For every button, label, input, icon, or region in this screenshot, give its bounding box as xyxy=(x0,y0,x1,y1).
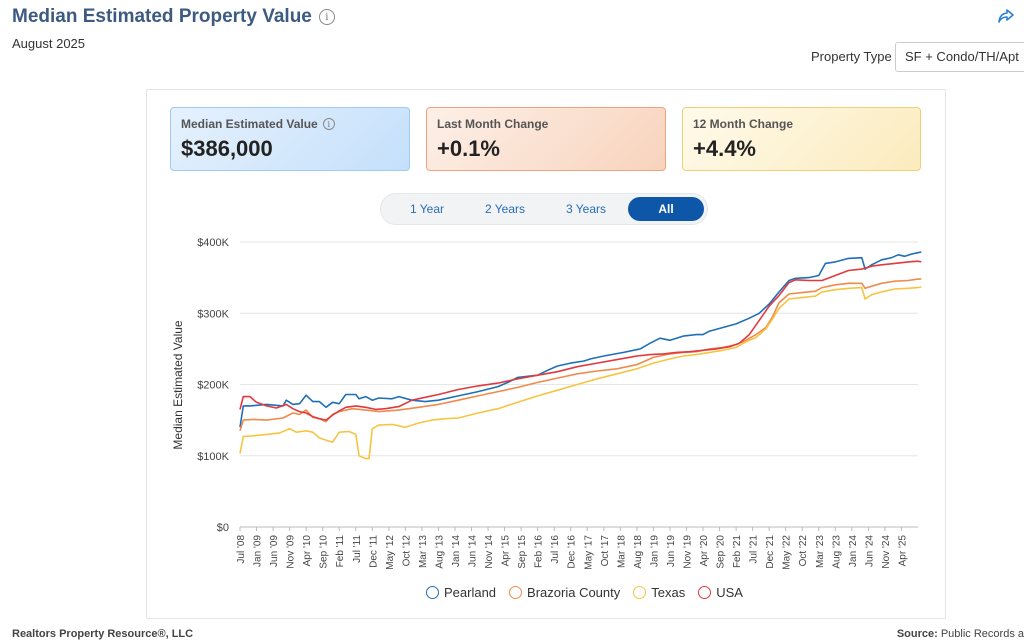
x-tick-label: Aug '23 xyxy=(831,535,842,569)
time-range-selector: 1 Year 2 Years 3 Years All xyxy=(380,193,708,225)
share-icon[interactable] xyxy=(996,6,1016,26)
x-tick-label: Jan '19 xyxy=(649,535,660,567)
x-tick-label: Apr '15 xyxy=(501,535,512,567)
y-axis-label: Median Estimated Value xyxy=(171,320,185,450)
y-tick-label: $0 xyxy=(217,522,229,534)
median-value-card: Median Estimated Value i $386,000 xyxy=(170,107,410,171)
legend-label-brazoria-county: Brazoria County xyxy=(527,585,621,600)
x-tick-label: Sep '10 xyxy=(319,535,330,569)
x-tick-label: Dec '11 xyxy=(368,535,379,568)
last-month-change-value: +0.1% xyxy=(437,136,500,161)
x-tick-label: Feb '21 xyxy=(732,535,743,568)
series-line-pearland xyxy=(239,251,922,428)
series-line-texas xyxy=(239,286,922,460)
page-title: Median Estimated Property Value i xyxy=(12,6,335,28)
x-tick-label: Oct '12 xyxy=(401,535,412,567)
x-tick-label: Jun '14 xyxy=(468,535,479,567)
legend-marker-usa xyxy=(698,586,712,599)
x-tick-label: May '12 xyxy=(385,535,396,570)
legend-item-pearland[interactable]: Pearland xyxy=(426,585,496,600)
property-type-select[interactable]: SF + Condo/TH/Apt xyxy=(895,42,1024,72)
x-tick-label: Mar '18 xyxy=(616,535,627,568)
x-tick-label: Aug '13 xyxy=(434,535,445,569)
y-tick-label: $100K xyxy=(197,451,229,463)
x-tick-label: Apr '20 xyxy=(699,535,710,567)
legend-label-pearland: Pearland xyxy=(444,585,497,600)
x-tick-label: Jan '14 xyxy=(451,535,462,567)
x-tick-label: May '17 xyxy=(583,535,594,570)
median-value-label: Median Estimated Value xyxy=(181,117,318,131)
x-tick-label: Nov '19 xyxy=(682,535,693,569)
legend-label-usa: USA xyxy=(716,585,743,600)
range-button-3-years[interactable]: 3 Years xyxy=(565,202,607,216)
x-tick-label: Oct '22 xyxy=(798,535,809,567)
last-month-change-label: Last Month Change xyxy=(437,117,549,131)
y-tick-label: $300K xyxy=(197,308,229,320)
footer-source-label: Source: xyxy=(896,628,938,640)
x-tick-label: Jan '09 xyxy=(253,535,264,567)
last-month-change-card: Last Month Change +0.1% xyxy=(426,107,666,171)
info-icon[interactable]: i xyxy=(322,118,335,130)
x-tick-label: Jan '24 xyxy=(848,535,859,567)
property-type-label: Property Type xyxy=(811,49,892,64)
range-button-all[interactable]: All xyxy=(628,197,704,221)
x-tick-label: Mar '13 xyxy=(418,535,429,568)
twelve-month-change-value: +4.4% xyxy=(693,136,756,161)
x-tick-label: Dec '16 xyxy=(567,535,578,569)
x-tick-label: Jul '16 xyxy=(550,535,561,564)
series-line-usa xyxy=(239,260,922,421)
x-tick-label: Dec '21 xyxy=(765,535,776,569)
report-date: August 2025 xyxy=(12,36,86,51)
median-value-label-row: Median Estimated Value i xyxy=(181,117,399,131)
median-value: $386,000 xyxy=(181,136,273,161)
x-tick-label: Oct '17 xyxy=(600,535,611,567)
twelve-month-change-card: 12 Month Change +4.4% xyxy=(682,107,921,171)
x-tick-label: Jul '08 xyxy=(236,535,247,564)
legend-item-usa[interactable]: USA xyxy=(698,585,743,600)
x-tick-label: Mar '23 xyxy=(815,535,826,568)
x-tick-label: Feb '11 xyxy=(335,535,346,568)
x-tick-label: Nov '14 xyxy=(484,535,495,569)
x-tick-label: May '22 xyxy=(782,535,793,570)
x-tick-label: Aug '18 xyxy=(633,535,644,569)
x-tick-label: Sep '20 xyxy=(716,535,727,569)
series-line-brazoria-county xyxy=(239,278,922,432)
x-tick-label: Feb '16 xyxy=(534,535,545,568)
x-tick-label: Jun '24 xyxy=(864,535,875,567)
footer-source-value: Public Records a xyxy=(940,628,1024,640)
footer-source: Source: Public Records a xyxy=(897,628,1024,640)
legend-label-texas: Texas xyxy=(651,585,686,600)
legend-marker-texas xyxy=(633,586,647,599)
chart-legend: Pearland Brazoria County Texas USA xyxy=(426,585,743,600)
page-title-text: Median Estimated Property Value xyxy=(12,6,312,27)
x-tick-label: Jul '21 xyxy=(749,535,760,564)
footer-company: Realtors Property Resource®, LLC xyxy=(12,628,194,640)
x-tick-label: Apr '10 xyxy=(302,535,313,567)
range-button-1-year[interactable]: 1 Year xyxy=(409,202,445,216)
legend-item-texas[interactable]: Texas xyxy=(633,585,685,600)
legend-marker-brazoria-county xyxy=(509,586,523,599)
chart-panel xyxy=(146,89,946,619)
x-tick-label: Jun '19 xyxy=(666,535,677,567)
range-button-2-years[interactable]: 2 Years xyxy=(484,202,526,216)
y-tick-label: $400K xyxy=(197,237,229,249)
twelve-month-change-label: 12 Month Change xyxy=(693,117,794,131)
x-tick-label: Jul '11 xyxy=(352,535,363,563)
legend-marker-pearland xyxy=(426,586,439,599)
x-tick-label: Apr '25 xyxy=(897,535,908,567)
x-tick-label: Nov '24 xyxy=(881,535,892,569)
x-tick-label: Jun '09 xyxy=(269,535,280,567)
legend-item-brazoria-county[interactable]: Brazoria County xyxy=(509,585,620,600)
x-tick-label: Sep '15 xyxy=(517,535,528,569)
x-tick-label: Nov '09 xyxy=(286,535,297,569)
y-tick-label: $200K xyxy=(197,380,229,392)
info-icon[interactable]: i xyxy=(318,9,335,25)
